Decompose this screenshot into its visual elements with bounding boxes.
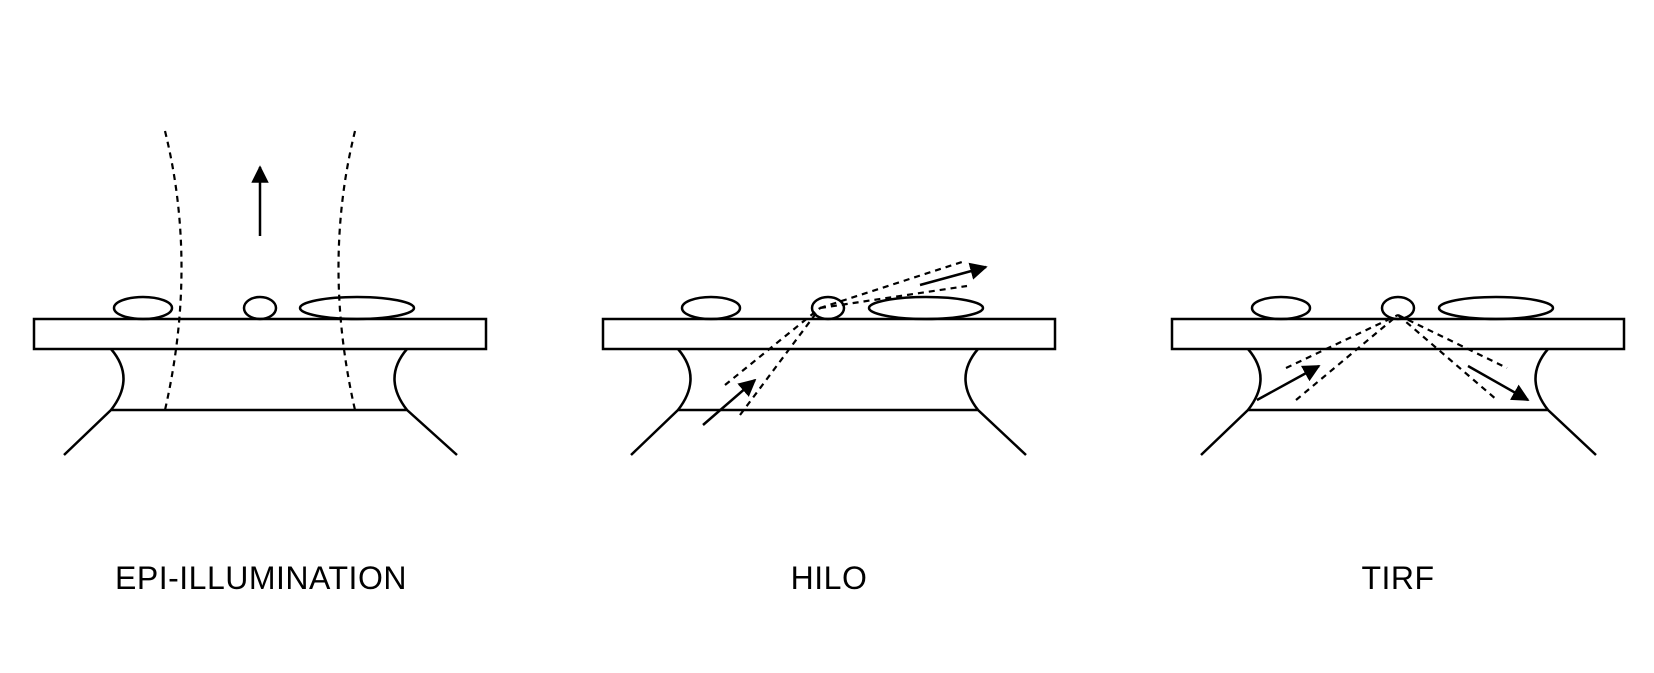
- coverslip: [601, 317, 1057, 351]
- panel-epi-illumination: [32, 130, 488, 456]
- exit-arrow: [919, 262, 988, 287]
- panel-hilo: [601, 259, 1057, 456]
- incident-arrow: [1256, 364, 1321, 402]
- reflected-arrow: [1467, 364, 1530, 402]
- coverslip: [1170, 317, 1626, 351]
- objective-lens: [63, 348, 458, 456]
- inclined-beam: [724, 259, 968, 416]
- illumination-beam: [163, 130, 357, 411]
- coverslip: [32, 317, 488, 351]
- sample-particles: [1250, 295, 1555, 321]
- sample-particles: [680, 295, 985, 321]
- label-tirf: TIRF: [1361, 560, 1435, 596]
- panel-tirf: [1170, 295, 1626, 456]
- reflected-beam: [1285, 314, 1508, 401]
- sample-particles: [112, 295, 416, 321]
- incident-arrow: [702, 378, 757, 426]
- objective-lens: [1200, 348, 1597, 456]
- objective-lens: [630, 348, 1027, 456]
- label-hilo: HILO: [790, 560, 868, 596]
- label-epi-illumination: EPI-ILLUMINATION: [115, 560, 407, 596]
